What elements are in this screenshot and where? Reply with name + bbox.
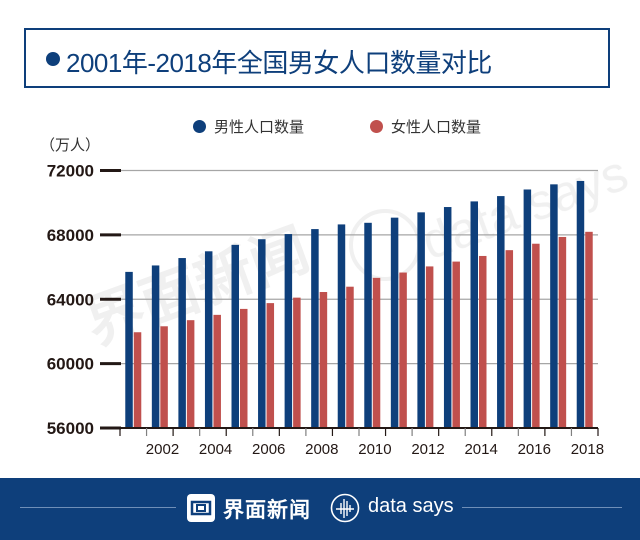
bar-male [178, 258, 186, 428]
bar-male [151, 265, 160, 428]
y-tick-label: 60000 [47, 355, 94, 374]
watermark-logo-icon [349, 209, 421, 281]
bar-female [346, 286, 354, 428]
bar-female [399, 272, 407, 428]
chart-title: 2001年-2018年全国男女人口数量对比 [66, 48, 492, 78]
bar-male [576, 180, 585, 428]
data-says-logo-icon [330, 493, 360, 523]
title-bullet-icon [46, 52, 60, 66]
y-tick-label: 64000 [47, 290, 94, 309]
bar-male [337, 224, 346, 428]
bar-male [523, 189, 532, 428]
bar-female [293, 297, 301, 428]
bar-male [204, 251, 213, 428]
bar-chart: 界面新闻 data says 5600060000640006800072000… [47, 145, 635, 459]
x-tick-label: 2008 [305, 441, 338, 458]
footer-divider-left [20, 507, 176, 508]
x-tick-label: 2014 [464, 441, 497, 458]
bar-male [417, 212, 425, 428]
bar-male [390, 217, 399, 428]
legend-item-male: 男性人口数量 [193, 116, 304, 137]
bar-female [213, 314, 221, 428]
footer-divider-right [462, 507, 622, 508]
bar-male [443, 207, 452, 428]
y-tick-label: 72000 [47, 162, 94, 181]
bar-male [470, 201, 478, 428]
footer-brand-cn: 界面新闻 [223, 498, 311, 522]
x-tick-label: 2002 [146, 441, 179, 458]
jiemian-logo-icon [187, 494, 215, 522]
legend-dot-female-icon [370, 120, 383, 133]
bar-male [497, 196, 505, 428]
bar-female [186, 320, 195, 428]
bars [125, 180, 593, 428]
x-tick-label: 2004 [199, 441, 232, 458]
bar-female [479, 255, 487, 428]
x-tick-label: 2016 [518, 441, 551, 458]
bar-female [558, 236, 567, 428]
axes: 56000 60000 64000 68000 72000 2002 2004 2006 200… [47, 162, 604, 459]
y-axis-unit: （万人） [40, 136, 101, 154]
legend-label-female: 女性人口数量 [391, 118, 482, 136]
bar-male [550, 184, 558, 428]
bar-female [160, 326, 168, 428]
footer-brand-en: data says [368, 495, 454, 517]
title-box: 2001年-2018年全国男女人口数量对比 [24, 28, 610, 88]
bar-female [452, 261, 460, 428]
grid [120, 169, 598, 365]
x-tick-label: 2018 [571, 441, 604, 458]
y-tick-label: 56000 [47, 419, 94, 438]
bar-female [240, 308, 248, 428]
bar-male [284, 234, 293, 428]
x-tick-label: 2006 [252, 441, 285, 458]
legend-dot-male-icon [193, 120, 206, 133]
y-tick-label: 68000 [47, 226, 94, 245]
bar-female [585, 231, 593, 428]
watermark-cn: 界面新闻 [77, 217, 317, 357]
bar-male [125, 271, 133, 428]
bar-female [372, 277, 381, 428]
bar-female [319, 292, 328, 428]
x-tick-label: 2010 [358, 441, 391, 458]
bar-male [258, 239, 266, 428]
legend-item-female: 女性人口数量 [370, 116, 481, 137]
bar-male [231, 244, 239, 428]
legend-label-male: 男性人口数量 [214, 118, 305, 136]
bar-female [266, 303, 275, 428]
bar-male [311, 229, 319, 428]
bar-male [364, 222, 372, 428]
bar-female [505, 250, 514, 428]
bar-female [133, 332, 142, 428]
footer: 界面新闻 data says [0, 478, 640, 540]
bar-female [532, 243, 540, 428]
x-tick-label: 2012 [411, 441, 444, 458]
bar-female [425, 266, 434, 428]
